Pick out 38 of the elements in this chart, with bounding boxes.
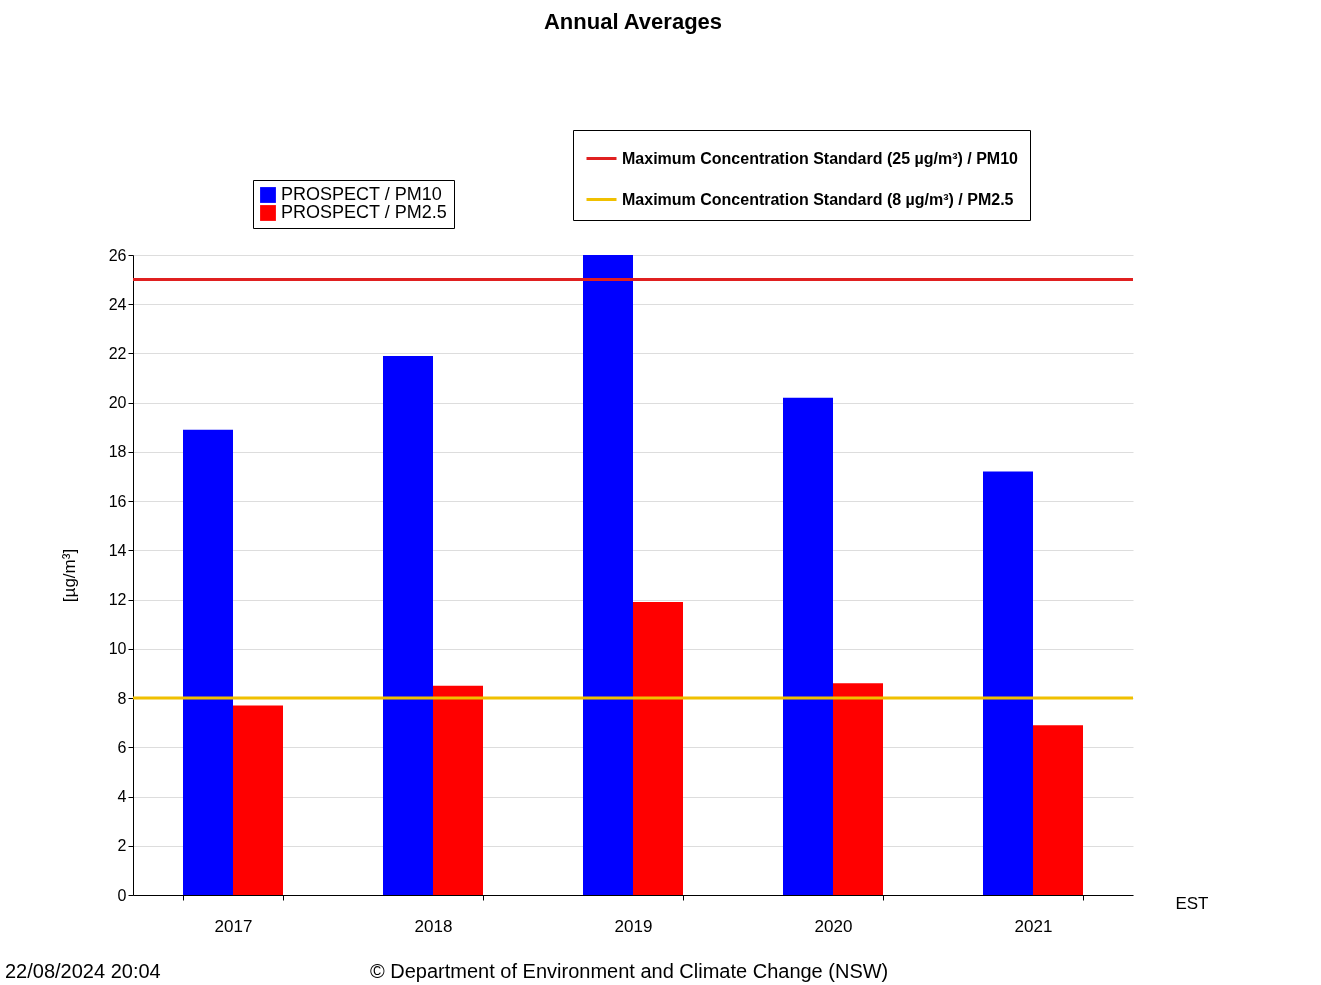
bar <box>183 429 233 895</box>
bar <box>633 602 683 895</box>
bar <box>983 471 1033 895</box>
y-tick-label: 14 <box>108 541 127 559</box>
bar <box>233 705 283 895</box>
chart-title: Annual Averages <box>543 8 723 34</box>
bar <box>583 255 633 895</box>
bar <box>433 685 483 895</box>
x-axis-title: EST <box>1175 893 1209 913</box>
bar <box>1033 725 1083 895</box>
y-tick-label: 10 <box>108 640 127 658</box>
y-tick-label: 0 <box>117 886 127 904</box>
y-tick-label: 22 <box>108 344 127 362</box>
legend-label: Maximum Concentration Standard (25 µg/m³) / PM10 <box>622 149 1019 167</box>
text: © Department of Environment and Climate Change (NSW) <box>370 960 889 983</box>
legend-label: PROSPECT / PM10 <box>281 184 442 204</box>
y-tick-label: 2 <box>117 837 127 855</box>
y-tick-label: 26 <box>108 246 127 264</box>
y-tick-label: 4 <box>117 788 127 806</box>
y-axis-title: [µg/m³] <box>59 548 79 603</box>
bar <box>383 355 433 895</box>
legend-label: PROSPECT / PM2.5 <box>281 202 447 222</box>
y-tick-label: 12 <box>108 591 127 609</box>
y-tick-label: 18 <box>108 443 127 461</box>
y-tick-label: 16 <box>108 492 127 510</box>
x-tick-label: 2018 <box>414 916 453 936</box>
text: 22/08/2024 20:04 <box>5 960 161 983</box>
y-tick-label: 6 <box>117 738 127 756</box>
y-tick-label: 24 <box>108 295 127 313</box>
x-tick-label: 2017 <box>214 916 253 936</box>
bar <box>833 683 883 895</box>
x-tick-label: 2019 <box>614 916 653 936</box>
y-tick-label: 20 <box>108 394 127 412</box>
x-tick-label: 2021 <box>1014 916 1053 936</box>
x-tick-label: 2020 <box>814 916 853 936</box>
bar <box>783 397 833 895</box>
legend-label: Maximum Concentration Standard (8 µg/m³) / PM2.5 <box>622 190 1014 208</box>
y-tick-label: 8 <box>117 689 127 707</box>
